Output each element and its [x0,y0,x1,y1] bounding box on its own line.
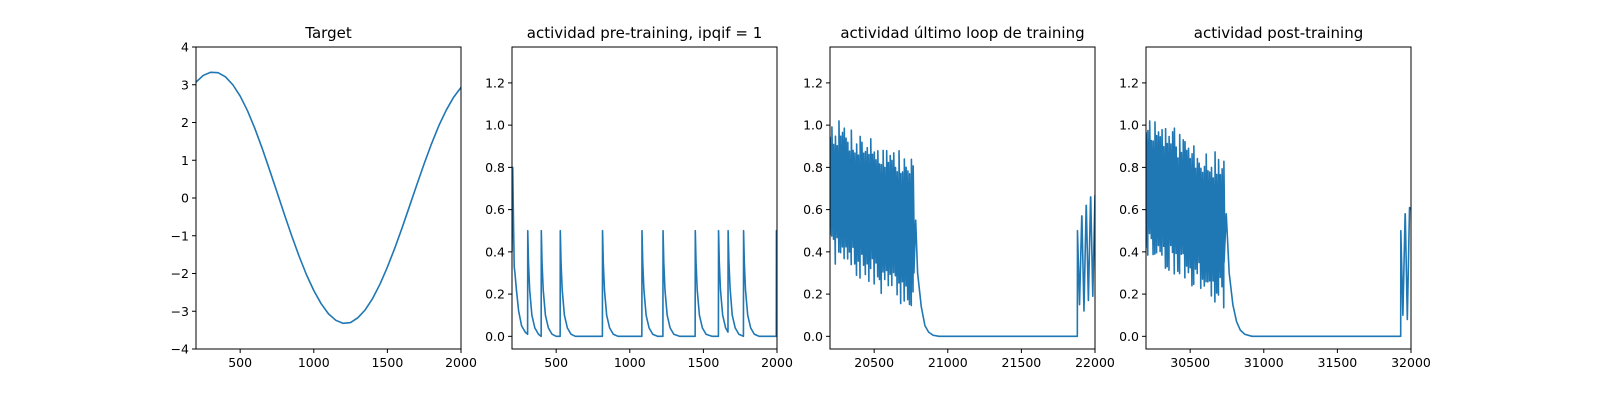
y-tick-label: 0 [181,191,189,206]
y-tick-label: 0.6 [803,202,823,217]
y-tick-label: 0.0 [485,329,505,344]
x-tick-label: 32000 [1391,355,1431,370]
series-line [512,166,777,338]
y-tick-label: 4 [181,40,189,55]
series-line [196,71,461,325]
y-tick-label: 0.6 [485,202,505,217]
x-tick-label: 2000 [761,355,793,370]
x-tick-label: 21500 [1002,355,1042,370]
y-tick-label: −3 [171,304,189,319]
y-tick-label: 0.4 [485,244,505,259]
y-tick-label: 1.2 [485,75,505,90]
x-tick-label: 500 [228,355,252,370]
y-tick-label: 0.4 [803,244,823,259]
y-tick-label: 0.2 [485,287,505,302]
axes-frame [195,46,462,350]
y-tick-label: 0.8 [803,160,823,175]
chart-title: actividad pre-training, ipqif = 1 [527,24,763,42]
y-tick-label: 0.6 [1119,202,1139,217]
x-tick-label: 1000 [298,355,330,370]
y-tick-label: −2 [171,266,189,281]
chart-panel-1: Target 500 1000 1500 2000 −4 −3 −2 −1 0 1 2 3 4 [171,24,477,370]
chart-panel-3: actividad último loop de training 20500 21… [803,24,1115,370]
y-tick-label: 0.0 [1119,329,1139,344]
chart-panel-4: actividad post-training 30500 31000 31500 32… [1119,24,1431,370]
x-tick-label: 22000 [1075,355,1115,370]
x-tick-label: 30500 [1170,355,1210,370]
chart-title: actividad último loop de training [840,24,1084,42]
x-tick-label: 20500 [854,355,894,370]
y-tick-label: 0.4 [1119,244,1139,259]
axes-frame [1145,46,1412,350]
y-tick-label: 1 [181,153,189,168]
x-tick-label: 1500 [687,355,719,370]
y-tick-label: 1.0 [803,118,823,133]
x-tick-label: 31500 [1318,355,1358,370]
x-tick-label: 1000 [614,355,646,370]
x-tick-label: 1500 [371,355,403,370]
y-tick-label: 0.0 [803,329,823,344]
series-line [1146,120,1411,338]
y-tick-label: −1 [171,228,189,243]
series-line [830,120,1095,338]
x-tick-label: 21000 [928,355,968,370]
x-tick-label: 500 [544,355,568,370]
y-tick-label: 1.2 [803,75,823,90]
y-tick-label: 3 [181,77,189,92]
y-tick-label: 0.2 [803,287,823,302]
y-tick-label: 1.2 [1119,75,1139,90]
x-tick-label: 2000 [445,355,477,370]
y-tick-label: 0.8 [485,160,505,175]
y-tick-label: 1.0 [1119,118,1139,133]
y-tick-label: 1.0 [485,118,505,133]
chart-title: actividad post-training [1194,24,1363,42]
axes-frame [511,46,778,350]
chart-panel-2: actividad pre-training, ipqif = 1 500 1000… [485,24,793,370]
x-tick-label: 31000 [1244,355,1284,370]
y-tick-label: 0.8 [1119,160,1139,175]
chart-title: Target [304,24,352,42]
axes-frame [829,46,1096,350]
y-tick-label: −4 [171,342,189,357]
y-tick-label: 2 [181,115,189,130]
y-tick-label: 0.2 [1119,287,1139,302]
